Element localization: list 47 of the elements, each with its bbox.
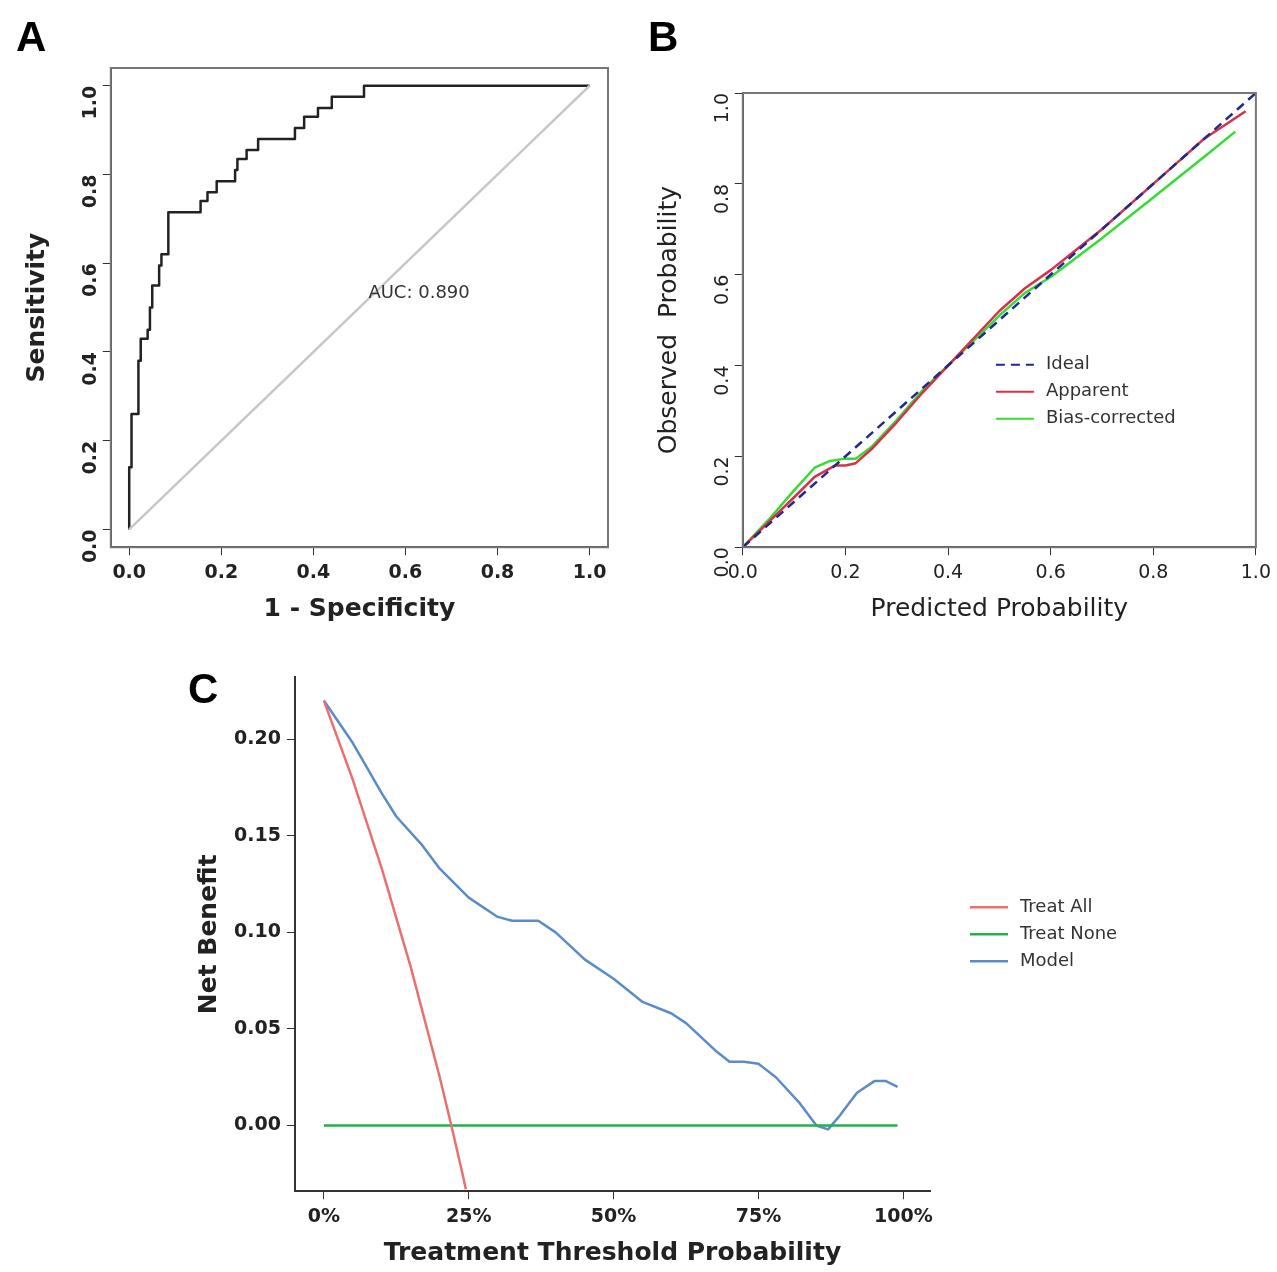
legend-label: Treat All — [1019, 894, 1093, 916]
x-tick-label: 0.8 — [480, 559, 515, 582]
chart-title: A — [16, 12, 47, 60]
x-tick-label: 1.0 — [1240, 559, 1271, 582]
x-axis-title: Treatment Threshold Probability — [383, 1236, 842, 1266]
y-tick-label: 0.4 — [709, 365, 732, 396]
legend-label: Apparent — [1045, 379, 1129, 401]
y-tick-label: 0.2 — [77, 440, 100, 475]
y-tick-label: 0.6 — [77, 263, 100, 297]
y-axis-title: Observed Probability — [652, 185, 682, 455]
x-tick-label: 75% — [735, 1203, 782, 1226]
x-tick-label: 0% — [307, 1203, 340, 1226]
chart-title: C — [188, 664, 219, 712]
annotation: AUC: 0.890 — [368, 280, 470, 302]
x-axis-title: 1 - Specificity — [263, 592, 456, 622]
y-tick-label: 1.0 — [77, 85, 100, 120]
y-tick-label: 0.4 — [77, 351, 100, 386]
x-tick-label: 0.2 — [204, 559, 239, 582]
y-tick-label: 0.10 — [233, 919, 281, 942]
x-tick-label: 0.8 — [1138, 559, 1169, 582]
x-tick-label: 0.6 — [1035, 559, 1066, 582]
x-tick-label: 25% — [445, 1203, 492, 1226]
y-tick-label: 0.8 — [77, 174, 100, 209]
y-axis-title: Sensitivity — [20, 232, 50, 383]
x-axis-title: Predicted Probability — [870, 592, 1129, 622]
legend-label: Ideal — [1045, 352, 1090, 374]
legend-label: Bias-corrected — [1045, 406, 1176, 428]
legend-label: Treat None — [1019, 921, 1118, 943]
y-tick-label: 0.00 — [233, 1112, 281, 1135]
x-tick-label: 1.0 — [572, 559, 607, 582]
legend-label: Model — [1020, 948, 1075, 970]
y-tick-label: 0.20 — [233, 726, 281, 749]
x-tick-label: 0.0 — [112, 559, 147, 582]
x-tick-label: 0.4 — [932, 559, 964, 582]
x-tick-label: 0.4 — [296, 559, 331, 582]
y-axis-title: Net Benefit — [192, 854, 222, 1015]
x-tick-label: 50% — [590, 1203, 637, 1226]
chart-title: B — [648, 12, 679, 60]
y-tick-label: 0.8 — [709, 183, 732, 215]
x-tick-label: 0.6 — [388, 559, 423, 582]
y-tick-label: 1.0 — [709, 93, 732, 124]
y-tick-label: 0.15 — [233, 822, 281, 845]
y-tick-label: 0.2 — [709, 456, 732, 487]
x-tick-label: 100% — [873, 1203, 933, 1226]
y-tick-label: 0.6 — [709, 274, 732, 305]
x-tick-label: 0.2 — [830, 559, 861, 582]
y-tick-label: 0.05 — [233, 1015, 281, 1038]
